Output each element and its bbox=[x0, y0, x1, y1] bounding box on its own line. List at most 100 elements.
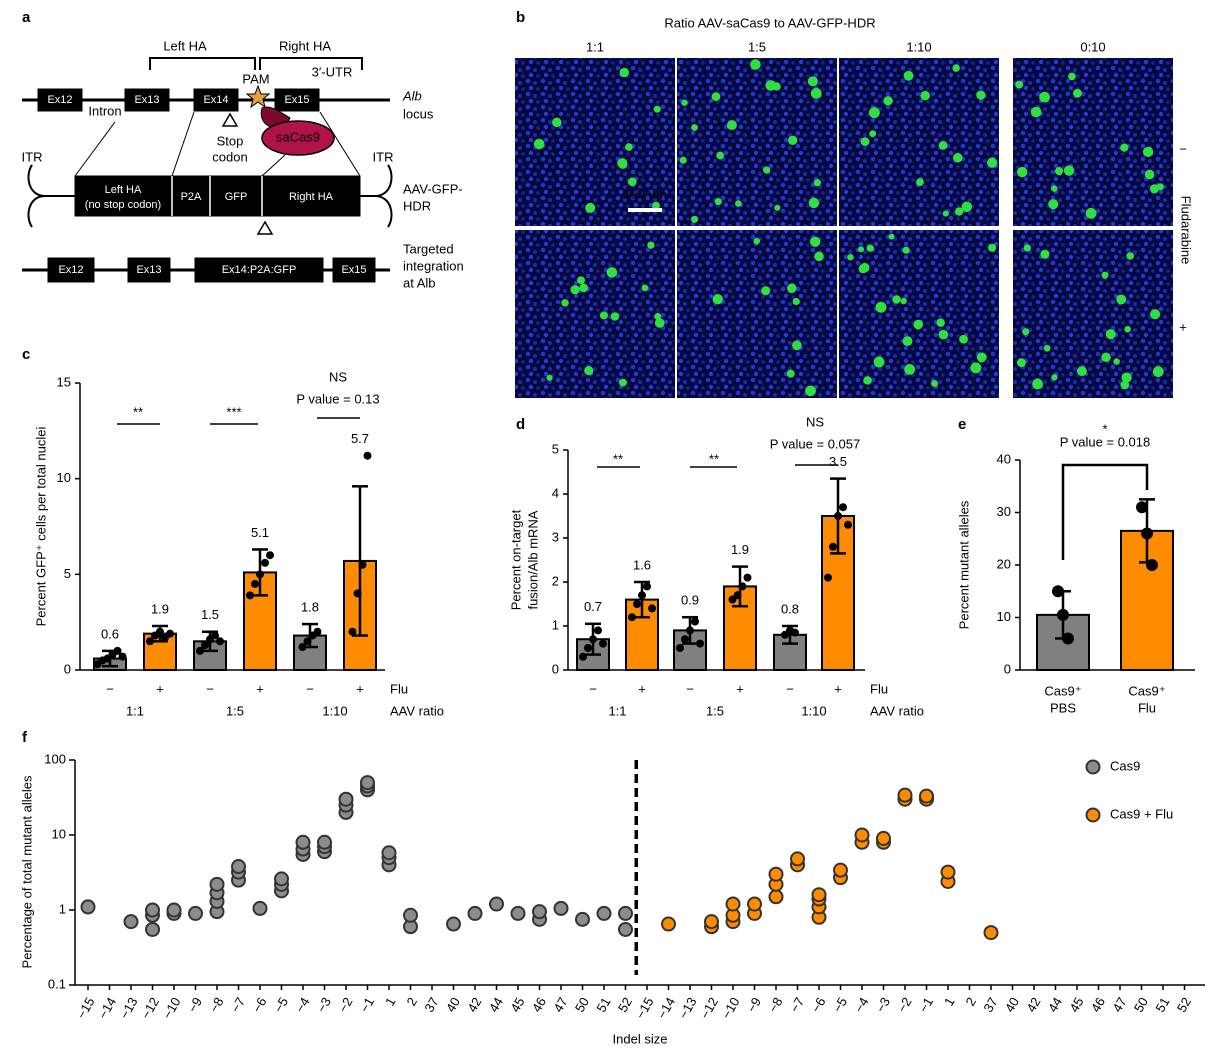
itr bbox=[27, 164, 75, 228]
label: − bbox=[106, 681, 114, 696]
data-point bbox=[691, 617, 699, 626]
data-point bbox=[313, 627, 322, 636]
data-point bbox=[532, 904, 547, 920]
label: 100 µm bbox=[623, 186, 667, 201]
data-point bbox=[589, 635, 597, 644]
gfp-cell bbox=[561, 299, 569, 307]
gfp-cell bbox=[533, 138, 545, 150]
gfp-cell bbox=[954, 207, 964, 216]
label: + bbox=[156, 681, 164, 696]
label: Indel size bbox=[613, 1031, 668, 1046]
pam-star bbox=[245, 84, 271, 109]
label: −14 bbox=[95, 995, 119, 1022]
data-point bbox=[261, 558, 269, 567]
label: −7 bbox=[228, 995, 248, 1015]
gfp-cell bbox=[976, 352, 987, 363]
data-point bbox=[274, 871, 289, 887]
label: ** bbox=[709, 451, 719, 466]
data-point bbox=[145, 921, 160, 937]
label: 1:5 bbox=[706, 703, 724, 718]
data-point bbox=[467, 905, 483, 921]
data-point bbox=[303, 637, 312, 646]
gfp-cell bbox=[1051, 374, 1058, 381]
gfp-cell bbox=[606, 267, 618, 278]
data-point bbox=[681, 635, 689, 644]
gfp-cell bbox=[1016, 166, 1028, 178]
data-point bbox=[834, 512, 842, 520]
data-point bbox=[216, 637, 224, 646]
label: − bbox=[786, 681, 794, 696]
data-point bbox=[747, 896, 762, 912]
data-point bbox=[686, 626, 694, 635]
donor-dividers bbox=[171, 176, 263, 216]
micrograph bbox=[1013, 58, 1173, 226]
data-point bbox=[594, 626, 602, 635]
label: Alb bbox=[402, 88, 422, 103]
label: 1 bbox=[552, 617, 559, 632]
gfp-cell bbox=[988, 243, 997, 252]
significance-bracket bbox=[1061, 463, 1149, 560]
label: Percentage of total mutant alleles bbox=[19, 775, 34, 968]
gfp-cell bbox=[711, 92, 721, 102]
data-point bbox=[633, 600, 641, 608]
gfp-cell bbox=[1063, 165, 1075, 176]
gfp-cell bbox=[810, 87, 822, 99]
gfp-cell bbox=[641, 284, 649, 292]
label: 1.9 bbox=[151, 601, 169, 616]
data-point bbox=[266, 551, 274, 560]
label: 1.5 bbox=[201, 607, 219, 622]
label: 1:1 bbox=[608, 703, 626, 718]
gfp-cell bbox=[619, 67, 630, 78]
data-point bbox=[768, 889, 784, 905]
data-point bbox=[246, 591, 254, 600]
data-point bbox=[211, 631, 219, 640]
label: 1:10 bbox=[322, 703, 347, 718]
gfp-cell bbox=[959, 334, 968, 344]
label: 37 bbox=[980, 995, 1000, 1015]
exon bbox=[37, 88, 83, 112]
label: 0.6 bbox=[101, 626, 119, 641]
data-point bbox=[1062, 632, 1074, 645]
label: 46 bbox=[1088, 995, 1108, 1015]
gfp-cell bbox=[1120, 380, 1130, 390]
data-point bbox=[446, 916, 461, 932]
gfp-cell bbox=[753, 237, 761, 245]
label: −4 bbox=[292, 995, 312, 1015]
gfp-cell bbox=[792, 297, 800, 306]
label: −1 bbox=[357, 995, 377, 1015]
stop-triangle bbox=[221, 112, 239, 127]
label: 1:5 bbox=[226, 703, 244, 718]
gfp-cell bbox=[726, 120, 737, 131]
label: 5.1 bbox=[251, 525, 269, 540]
gfp-cell bbox=[761, 286, 771, 296]
label: ** bbox=[613, 451, 623, 466]
label: −12 bbox=[138, 995, 162, 1022]
ha-brackets bbox=[149, 57, 363, 70]
data-point bbox=[768, 866, 784, 882]
label: −13 bbox=[676, 995, 700, 1022]
gfp-cell bbox=[1144, 169, 1155, 180]
micrograph bbox=[1013, 230, 1173, 398]
gfp-cell bbox=[869, 130, 877, 138]
label: saCas9 bbox=[276, 129, 320, 144]
gfp-cell bbox=[847, 254, 854, 261]
data-point bbox=[791, 628, 799, 637]
data-point bbox=[252, 900, 268, 916]
label: −4 bbox=[851, 995, 871, 1015]
data-point bbox=[579, 652, 587, 661]
exon bbox=[124, 88, 170, 112]
label: − bbox=[206, 681, 214, 696]
exon bbox=[332, 257, 376, 283]
data-point bbox=[295, 834, 311, 850]
label: P2A bbox=[181, 191, 202, 203]
label: Targeted bbox=[403, 241, 454, 256]
exon bbox=[127, 257, 171, 283]
data-point bbox=[839, 503, 847, 512]
label: + bbox=[834, 681, 842, 696]
label: f bbox=[22, 729, 28, 746]
data-point bbox=[196, 646, 204, 655]
data-point bbox=[363, 451, 372, 460]
label: 47 bbox=[550, 995, 570, 1015]
label: HDR bbox=[403, 198, 431, 213]
gfp-cell bbox=[868, 107, 880, 119]
